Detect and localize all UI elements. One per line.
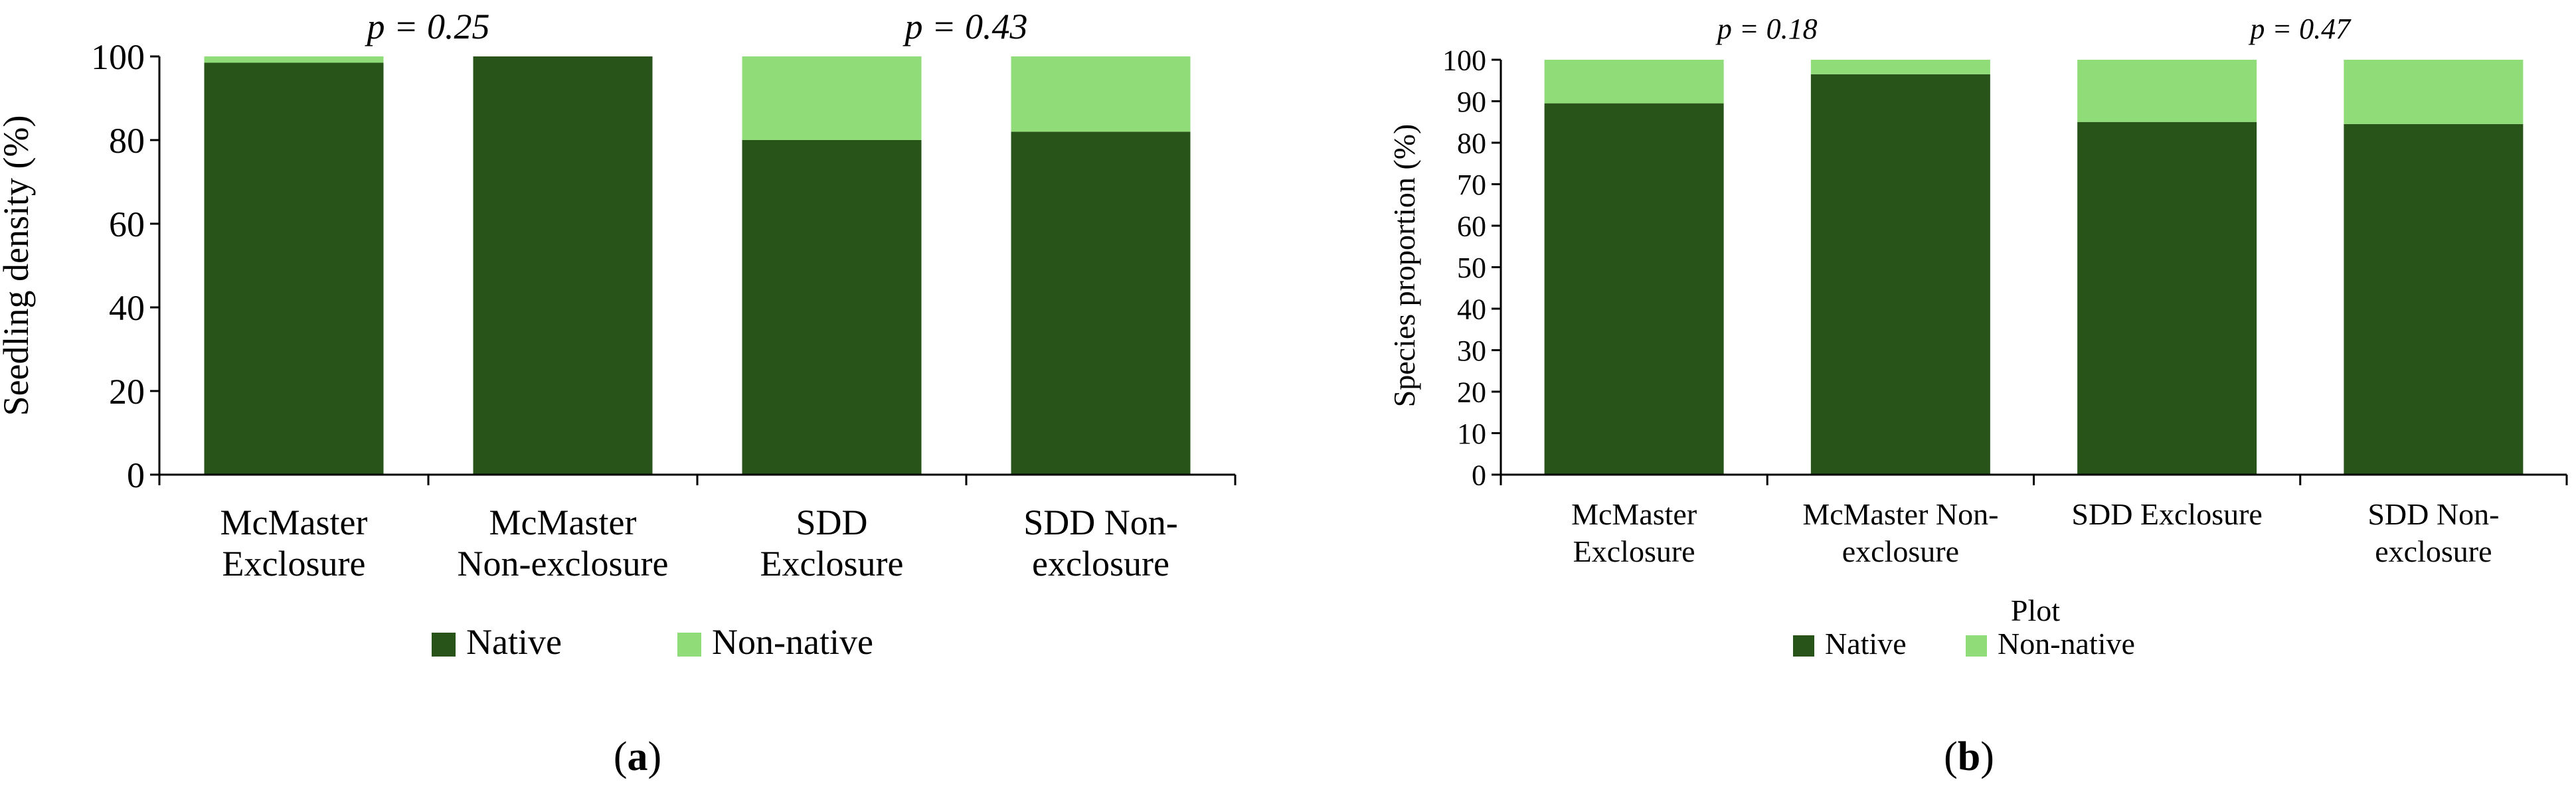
panel-b-ylabel: Species proportion (%)	[1387, 124, 1421, 408]
legend-swatch-non-native	[677, 633, 701, 657]
panel-b-caption: (b)	[1944, 734, 1994, 779]
panel-b-bar-native	[1810, 74, 1990, 475]
panel-a-bar-non-native	[742, 56, 922, 140]
panel-a-x-ticks	[158, 475, 1237, 485]
panel-b-ytick-label: 70	[1457, 169, 1486, 201]
panel-a-category-label: McMaster Non-exclosure	[458, 503, 669, 584]
panel-b-category-label: McMaster Exclosure	[1571, 497, 1697, 568]
panel-b-y-ticks: 0 10 20 30 40 50 60 70 80 90 100	[1442, 44, 1501, 491]
panel-a-bar-native	[204, 62, 384, 475]
panel-b-ytick-label: 50	[1457, 252, 1486, 284]
panel-b-ytick-label: 30	[1457, 335, 1486, 367]
panel-a-legend: Native Non-native	[432, 622, 873, 662]
panel-a-ylabel: Seedling density (%)	[0, 116, 36, 416]
panel-b-bars	[1544, 60, 2524, 475]
panel-a-ytick-label: 100	[91, 37, 145, 77]
panel-b-ytick-label: 80	[1457, 127, 1486, 159]
panel-a-bar-non-native	[1011, 56, 1191, 132]
panel-b-label: b	[1958, 734, 1980, 779]
legend-swatch-non-native	[1966, 635, 1987, 657]
panel-a-category-labels: McMaster Exclosure McMaster Non-exclosure SD…	[220, 503, 1178, 584]
legend-label-native: Native	[466, 622, 562, 662]
panel-b-ytick-label: 90	[1457, 86, 1486, 118]
panel-b-x-ticks	[1500, 475, 2568, 485]
panel-b-category-label: SDD Non-exclosure	[2367, 497, 2499, 568]
panel-a-bar-non-native	[204, 56, 384, 63]
panel-a-ytick-label: 40	[109, 288, 145, 328]
panel-b-bar-native	[2077, 121, 2257, 475]
panel-b-annotations: p = 0.18 p = 0.47	[1715, 13, 2352, 45]
panel-b-bar-non-native	[1810, 60, 1990, 74]
panel-b-bar-non-native	[2077, 60, 2257, 122]
panel-b-ytick-label: 40	[1457, 293, 1486, 325]
panel-b-ytick-label: 10	[1457, 418, 1486, 450]
panel-a-ytick-label: 60	[109, 204, 145, 244]
panel-a-bar-native	[473, 56, 653, 475]
panel-a-ytick-label: 20	[109, 372, 145, 412]
panel-b-ytick-label: 60	[1457, 210, 1486, 242]
panel-a-category-label: McMaster Exclosure	[220, 503, 368, 584]
svg-text:(a): (a)	[614, 734, 661, 779]
panel-a-category-label: SDD Non-exclosure	[1023, 503, 1178, 584]
panel-b-bar-native	[1544, 103, 1724, 475]
legend-swatch-native	[432, 633, 456, 657]
svg-text:(b): (b)	[1944, 734, 1994, 779]
panel-a-bar-native	[1011, 131, 1191, 475]
legend-label-non-native: Non-native	[1998, 627, 2135, 661]
panel-b-category-label: McMaster Non-exclosure	[1802, 497, 1998, 568]
panel-a-label: a	[628, 734, 648, 779]
panel-a-ytick-label: 80	[109, 121, 145, 161]
legend-label-non-native: Non-native	[712, 622, 873, 662]
panel-b-category-label: SDD Exclosure	[2071, 497, 2262, 531]
panel-a-annotations: p = 0.25 p = 0.43	[365, 7, 1028, 46]
panel-b-p-value: p = 0.47	[2248, 13, 2352, 45]
legend-label-native: Native	[1825, 627, 1907, 661]
chart-panel-b: Species proportion (%) 0 10 20 30 40 50 60 70 80…	[1387, 13, 2568, 779]
panel-a-category-label: SDD Exclosure	[760, 503, 904, 584]
panel-a-bars	[204, 56, 1191, 475]
chart-panel-a: Seedling density (%) 0 20 40 60 80 100 McMast…	[0, 7, 1237, 779]
legend-swatch-native	[1793, 635, 1814, 657]
panel-a-y-ticks: 0 20 40 60 80 100	[91, 37, 159, 495]
panel-a-p-value: p = 0.25	[365, 7, 490, 46]
panel-b-xlabel: Plot	[2011, 593, 2060, 627]
panel-b-ytick-label: 0	[1472, 459, 1486, 491]
panel-b-bar-non-native	[1544, 60, 1724, 104]
panel-b-bar-non-native	[2344, 60, 2524, 124]
panel-b-ytick-label: 100	[1442, 44, 1486, 76]
panel-a-ytick-label: 0	[127, 455, 145, 495]
panel-a-caption: (a)	[614, 734, 661, 779]
panel-b-ytick-label: 20	[1457, 376, 1486, 408]
panel-a-bar-native	[742, 140, 922, 475]
panel-b-legend: Native Non-native	[1793, 627, 2135, 661]
panel-b-bar-native	[2344, 123, 2524, 475]
panel-a-p-value: p = 0.43	[902, 7, 1028, 46]
panel-b-p-value: p = 0.18	[1715, 13, 1818, 45]
panel-b-category-labels: McMaster Exclosure McMaster Non-exclosure S…	[1571, 497, 2499, 568]
